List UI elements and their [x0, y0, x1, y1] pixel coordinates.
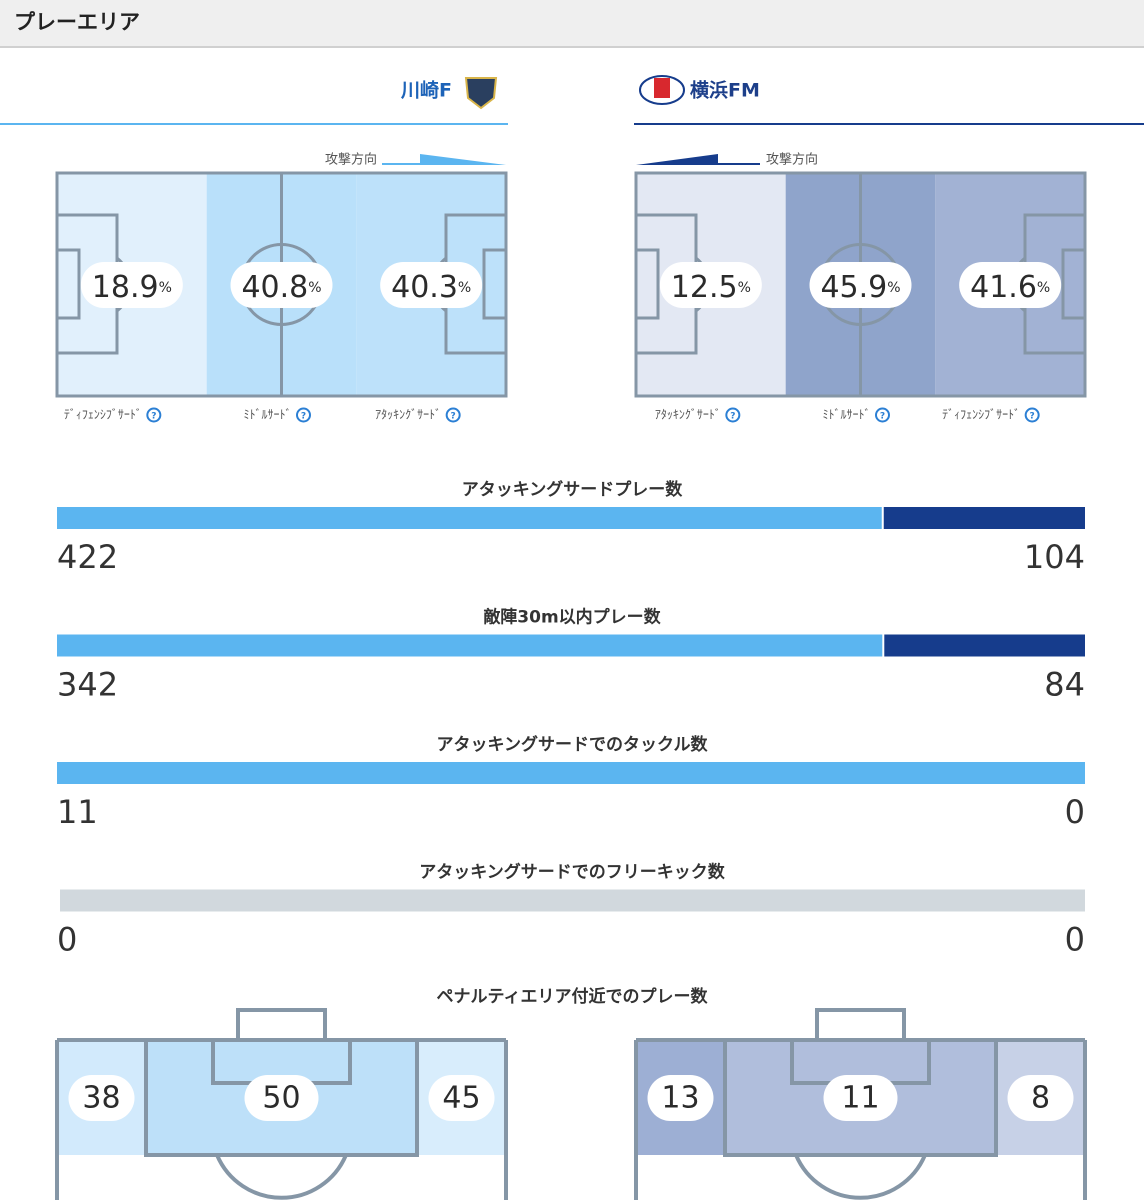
help-icon[interactable] — [296, 407, 311, 423]
zone-value: 40.3% — [391, 270, 471, 305]
goal-box — [634, 248, 660, 320]
help-icon-mark: ? — [451, 412, 456, 422]
stat-label: 敵陣30m以内プレー数 — [483, 607, 661, 628]
team-name: 横浜FM — [690, 79, 760, 102]
away-value: 0 — [1065, 793, 1085, 831]
away-value: 104 — [1024, 538, 1085, 576]
zone-percent: 40.3 — [391, 270, 458, 305]
header-bar — [0, 0, 1144, 47]
help-icon-mark: ? — [880, 412, 885, 422]
value-pill — [809, 262, 912, 308]
home-bar — [57, 507, 882, 529]
zone-percent: 40.8 — [241, 270, 308, 305]
value-pill — [428, 1075, 495, 1121]
away-bar — [883, 507, 1085, 529]
zone-unit: % — [1037, 280, 1050, 296]
direction-label: 攻撃方向 — [325, 152, 377, 168]
direction-label: 攻撃方向 — [766, 152, 818, 168]
value-pill — [823, 1075, 898, 1121]
zone-unit: % — [738, 280, 751, 296]
team-emblem — [654, 78, 670, 98]
stat-label: アタッキングサードでのタックル数 — [437, 734, 709, 755]
zone-label: ﾃﾞｨﾌｪﾝｼﾌﾞｻｰﾄﾞ — [942, 408, 1020, 422]
value-pill — [647, 1075, 714, 1121]
away-value: 84 — [1044, 666, 1085, 704]
value-pill — [380, 262, 483, 308]
goal — [236, 1008, 327, 1042]
zone-value: 12.5% — [671, 270, 751, 305]
zone-label: ﾃﾞｨﾌｪﾝｼﾌﾞｻｰﾄﾞ — [64, 408, 142, 422]
value-pill — [230, 262, 333, 308]
home-value: 11 — [57, 793, 98, 831]
header-title: プレーエリア — [14, 10, 140, 34]
help-icon-mark: ? — [1030, 412, 1035, 422]
zone-percent: 41.6 — [970, 270, 1037, 305]
direction-arrow — [636, 154, 760, 165]
home-value: 342 — [57, 666, 118, 704]
help-icon[interactable] — [725, 407, 741, 423]
value-pill — [659, 262, 762, 308]
stat-label: ペナルティエリア付近でのプレー数 — [437, 986, 709, 1007]
empty-bar — [60, 889, 1085, 912]
penalty-arc — [215, 1154, 348, 1200]
goal-box — [55, 248, 81, 320]
area-value: 13 — [661, 1081, 699, 1116]
zone-unit: % — [159, 280, 172, 296]
help-icon-mark: ? — [301, 412, 306, 422]
area-value: 45 — [442, 1081, 480, 1116]
zone-percent: 12.5 — [671, 270, 738, 305]
penalty-arc — [794, 1154, 927, 1200]
area-value: 8 — [1031, 1081, 1050, 1116]
value-pill — [244, 1075, 319, 1121]
zone-label: ﾐﾄﾞﾙｻｰﾄﾞ — [822, 408, 870, 422]
zone-label: ﾐﾄﾞﾙｻｰﾄﾞ — [243, 408, 291, 422]
goal-box — [482, 248, 508, 320]
away-bar — [884, 634, 1085, 657]
zone-label: ｱﾀｯｷﾝｸﾞｻｰﾄﾞ — [655, 408, 721, 422]
zone-value: 45.9% — [820, 270, 900, 305]
stat-label: アタッキングサードプレー数 — [462, 479, 683, 500]
value-pill — [1007, 1075, 1074, 1121]
zone-label: ｱﾀｯｷﾝｸﾞｻｰﾄﾞ — [375, 408, 441, 422]
help-icon[interactable] — [875, 407, 890, 423]
help-icon-mark: ? — [151, 412, 156, 422]
area-lines — [55, 1008, 508, 1200]
help-icon[interactable] — [1024, 407, 1040, 423]
home-value: 422 — [57, 538, 118, 576]
zone-value: 41.6% — [970, 270, 1050, 305]
zone-percent: 18.9 — [92, 270, 159, 305]
zone-unit: % — [887, 280, 900, 296]
team-name: 川崎F — [400, 79, 452, 102]
home-value: 0 — [57, 921, 77, 959]
area-value: 50 — [262, 1081, 300, 1116]
value-pill — [68, 1075, 135, 1121]
team-emblem — [464, 77, 498, 110]
zone-value: 40.8% — [241, 270, 321, 305]
value-pill — [959, 262, 1062, 308]
goal-box — [1061, 248, 1087, 320]
help-icon[interactable] — [146, 407, 162, 423]
help-icon-mark: ? — [730, 412, 735, 422]
help-icon[interactable] — [445, 407, 461, 423]
value-pill — [80, 262, 183, 308]
goal — [815, 1008, 906, 1042]
area-value: 11 — [841, 1081, 879, 1116]
area-value: 38 — [82, 1081, 120, 1116]
home-bar — [57, 634, 883, 657]
direction-arrow — [382, 154, 506, 165]
zone-percent: 45.9 — [820, 270, 887, 305]
stat-label: アタッキングサードでのフリーキック数 — [419, 862, 725, 883]
away-value: 0 — [1065, 921, 1085, 959]
zone-value: 18.9% — [92, 270, 172, 305]
home-bar — [57, 762, 1085, 784]
zone-unit: % — [308, 280, 321, 296]
zone-unit: % — [458, 280, 471, 296]
